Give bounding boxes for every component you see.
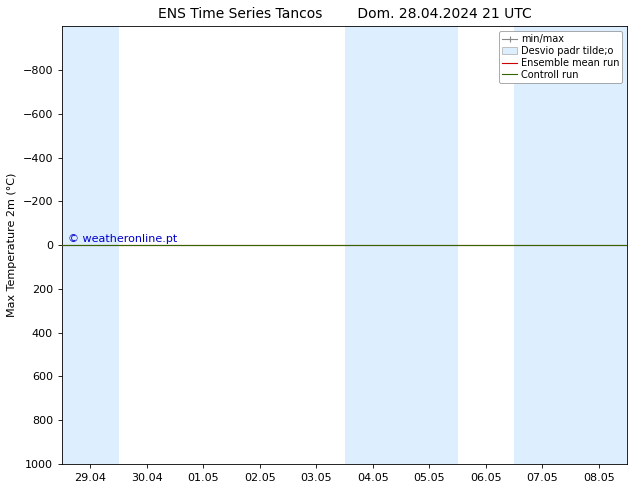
- Legend: min/max, Desvio padr tilde;o, Ensemble mean run, Controll run: min/max, Desvio padr tilde;o, Ensemble m…: [500, 31, 622, 83]
- Bar: [62, 26, 119, 464]
- Title: ENS Time Series Tancos        Dom. 28.04.2024 21 UTC: ENS Time Series Tancos Dom. 28.04.2024 2…: [158, 7, 531, 21]
- Bar: [344, 26, 458, 464]
- Bar: [514, 26, 627, 464]
- Y-axis label: Max Temperature 2m (°C): Max Temperature 2m (°C): [7, 173, 17, 318]
- Text: © weatheronline.pt: © weatheronline.pt: [68, 234, 177, 244]
